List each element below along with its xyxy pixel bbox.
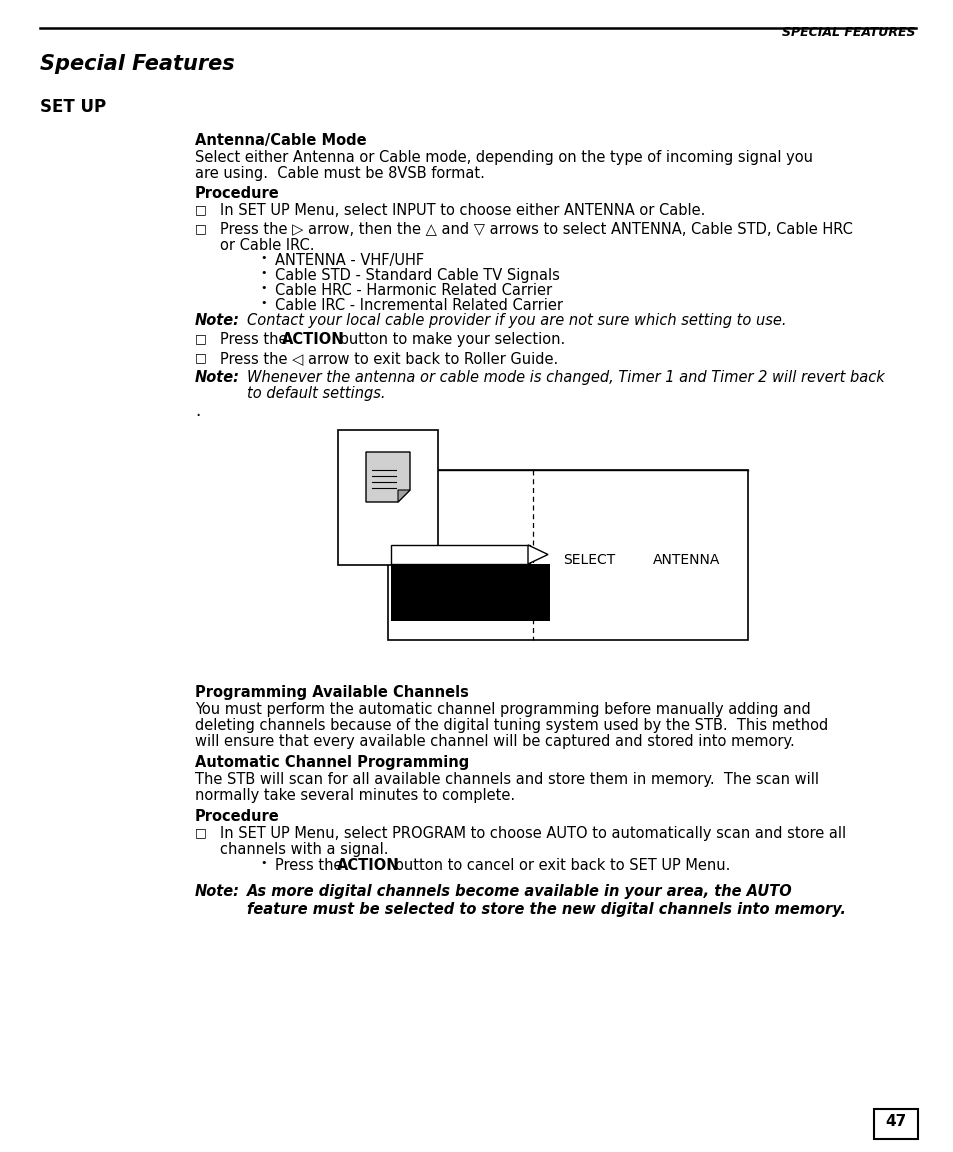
Text: SELECT: SELECT — [562, 553, 615, 567]
Text: Cable HRC - Harmonic Related Carrier: Cable HRC - Harmonic Related Carrier — [274, 283, 552, 298]
Text: Note:: Note: — [194, 313, 240, 328]
Text: SET UP: SET UP — [361, 543, 414, 556]
Text: normally take several minutes to complete.: normally take several minutes to complet… — [194, 788, 515, 803]
Text: Select either Antenna or Cable mode, depending on the type of incoming signal yo: Select either Antenna or Cable mode, dep… — [194, 150, 812, 165]
Text: ANTENNA - VHF/UHF: ANTENNA - VHF/UHF — [274, 253, 424, 268]
Text: In SET UP Menu, select INPUT to choose either ANTENNA or Cable.: In SET UP Menu, select INPUT to choose e… — [220, 203, 704, 218]
Polygon shape — [397, 490, 410, 502]
Text: Press the ▷ arrow, then the △ and ▽ arrows to select ANTENNA, Cable STD, Cable H: Press the ▷ arrow, then the △ and ▽ arro… — [220, 222, 852, 237]
Bar — [391, 583, 550, 602]
Text: Press the ◁ arrow to exit back to Roller Guide.: Press the ◁ arrow to exit back to Roller… — [220, 351, 558, 366]
Text: SPECIAL FEATURES: SPECIAL FEATURES — [781, 26, 915, 39]
Text: 47: 47 — [884, 1114, 905, 1129]
Text: Antenna/Cable Mode: Antenna/Cable Mode — [194, 132, 366, 147]
Bar — [388, 470, 747, 641]
Text: Special Features: Special Features — [40, 54, 234, 74]
Text: Press the: Press the — [220, 332, 292, 347]
Text: INPUT: INPUT — [394, 548, 439, 561]
Text: Cable IRC - Incremental Related Carrier: Cable IRC - Incremental Related Carrier — [274, 298, 562, 313]
Text: You must perform the automatic channel programming before manually adding and: You must perform the automatic channel p… — [194, 702, 810, 717]
Text: Cable STD - Standard Cable TV Signals: Cable STD - Standard Cable TV Signals — [274, 268, 559, 283]
Text: •: • — [260, 283, 266, 293]
Text: •: • — [260, 253, 266, 263]
Text: ACTION: ACTION — [336, 858, 399, 873]
Text: The STB will scan for all available channels and store them in memory.  The scan: The STB will scan for all available chan… — [194, 772, 818, 787]
Bar — [873, 1109, 917, 1139]
Text: ACTION: ACTION — [282, 332, 344, 347]
Text: Note:: Note: — [194, 370, 240, 385]
Text: CC  MODE: CC MODE — [394, 605, 460, 617]
Text: button to make your selection.: button to make your selection. — [335, 332, 565, 347]
Polygon shape — [527, 545, 547, 564]
Text: □: □ — [194, 203, 207, 217]
Text: are using.  Cable must be 8VSB format.: are using. Cable must be 8VSB format. — [194, 166, 484, 181]
Text: ANTENNA: ANTENNA — [652, 553, 720, 567]
Polygon shape — [366, 452, 410, 502]
Bar — [391, 564, 550, 583]
Text: □: □ — [194, 826, 207, 839]
Text: CLOCK: CLOCK — [394, 586, 438, 599]
Text: .: . — [194, 402, 200, 420]
Text: to default settings.: to default settings. — [247, 386, 385, 401]
Text: or Cable IRC.: or Cable IRC. — [220, 238, 314, 253]
Bar — [337, 430, 437, 564]
Text: □: □ — [194, 222, 207, 235]
Text: will ensure that every available channel will be captured and stored into memory: will ensure that every available channel… — [194, 734, 794, 749]
Text: □: □ — [194, 332, 207, 344]
Text: PROGRAM: PROGRAM — [394, 567, 460, 579]
Text: In SET UP Menu, select PROGRAM to choose AUTO to automatically scan and store al: In SET UP Menu, select PROGRAM to choose… — [220, 826, 845, 841]
Text: channels with a signal.: channels with a signal. — [220, 842, 388, 857]
Bar — [391, 602, 550, 621]
Text: Press the: Press the — [274, 858, 347, 873]
Text: Procedure: Procedure — [194, 185, 279, 200]
Text: Automatic Channel Programming: Automatic Channel Programming — [194, 755, 469, 770]
Text: As more digital channels become available in your area, the AUTO: As more digital channels become availabl… — [247, 884, 792, 899]
Text: deleting channels because of the digital tuning system used by the STB.  This me: deleting channels because of the digital… — [194, 718, 827, 733]
Text: •: • — [260, 268, 266, 278]
Bar — [391, 545, 530, 564]
Text: •: • — [260, 298, 266, 308]
Text: feature must be selected to store the new digital channels into memory.: feature must be selected to store the ne… — [247, 902, 845, 917]
Text: Programming Available Channels: Programming Available Channels — [194, 685, 468, 700]
Text: button to cancel or exit back to SET UP Menu.: button to cancel or exit back to SET UP … — [390, 858, 730, 873]
Text: □: □ — [194, 351, 207, 364]
Text: Note:: Note: — [194, 884, 240, 899]
Text: •: • — [260, 858, 266, 867]
Text: Whenever the antenna or cable mode is changed, Timer 1 and Timer 2 will revert b: Whenever the antenna or cable mode is ch… — [247, 370, 883, 385]
Text: Contact your local cable provider if you are not sure which setting to use.: Contact your local cable provider if you… — [247, 313, 785, 328]
Text: SET UP: SET UP — [40, 98, 106, 116]
Text: Procedure: Procedure — [194, 809, 279, 824]
